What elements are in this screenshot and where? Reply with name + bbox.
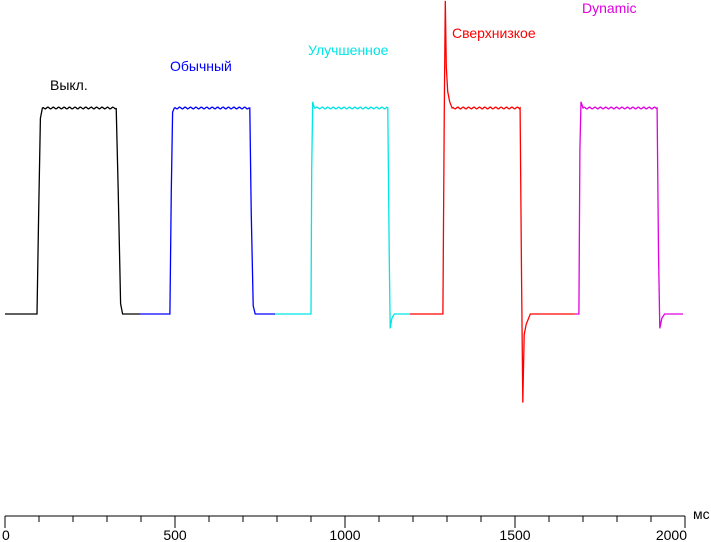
series-line-3 [409,0,575,403]
series-label-3: Сверхнизкое [452,25,536,41]
x-tick-label: 1500 [499,527,530,542]
series-label-4: Dynamic [582,0,636,16]
x-tick-label: 0 [2,527,10,542]
series-line-2 [275,101,410,329]
x-tick-label: 1000 [329,527,360,542]
series-label-1: Обычный [170,58,232,74]
x-tick-label: 500 [163,527,187,542]
series-label-2: Улучшенное [308,42,389,58]
series-line-0 [5,106,140,315]
series-line-4 [574,101,683,329]
x-axis-unit-label: мс [693,506,710,522]
series-label-0: Выкл. [50,77,88,93]
series-line-1 [140,106,275,315]
x-tick-label: 2000 [656,527,687,542]
